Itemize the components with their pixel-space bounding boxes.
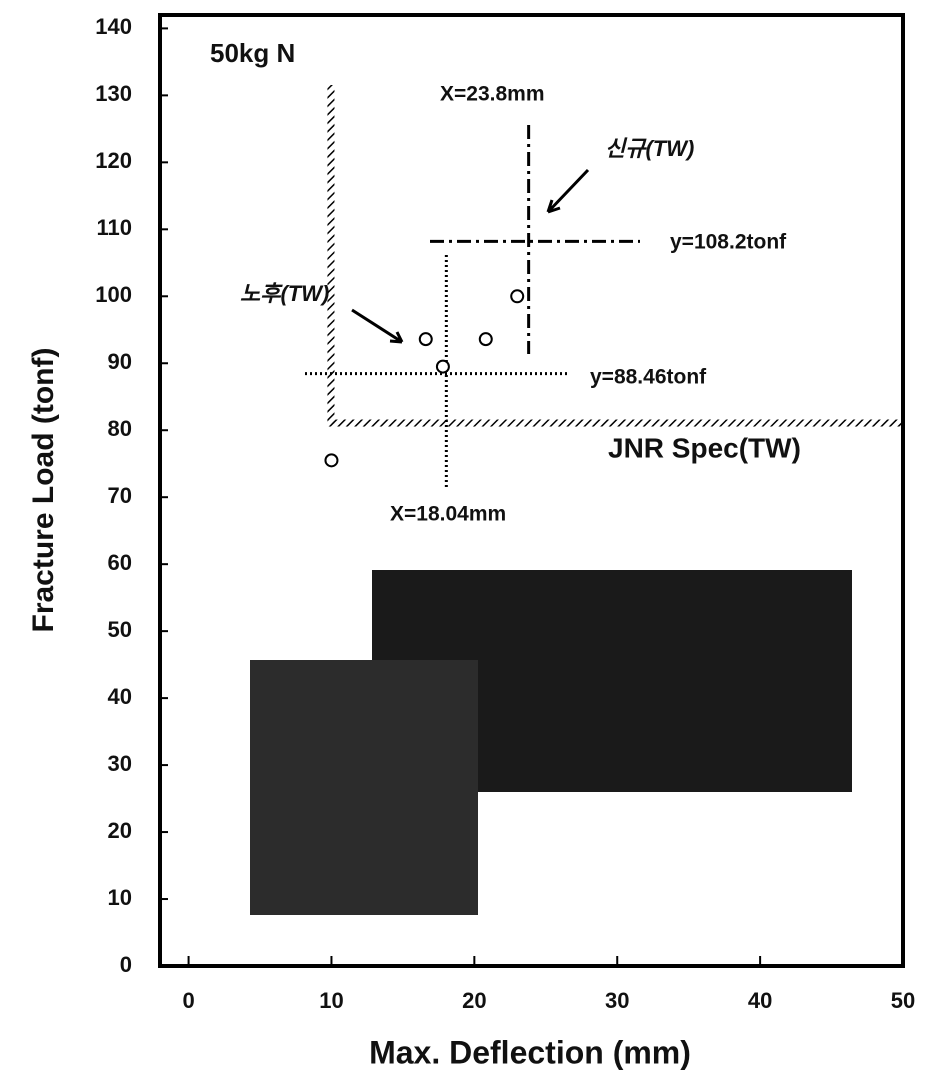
- spec-line: [327, 419, 901, 427]
- spec-line: [327, 85, 335, 424]
- plot-frame: [158, 13, 905, 968]
- x-tick-label: 40: [748, 988, 772, 1013]
- point: [510, 289, 525, 304]
- chart-title: 50kg N: [210, 38, 295, 68]
- reference-label: y=108.2tonf: [670, 231, 787, 254]
- y-tick-label: 70: [108, 483, 132, 508]
- reference-label: X=18.04mm: [390, 503, 506, 526]
- point: [435, 359, 450, 374]
- y-tick-label: 0: [120, 952, 132, 977]
- arrow: [546, 168, 590, 214]
- y-tick-label: 50: [108, 617, 132, 642]
- y-tick-label: 90: [108, 349, 132, 374]
- point: [324, 453, 339, 468]
- photo: [250, 660, 478, 915]
- spec-label: JNR Spec(TW): [608, 432, 801, 463]
- x-tick-label: 10: [319, 988, 343, 1013]
- x-axis-label: Max. Deflection (mm): [369, 1034, 691, 1070]
- reference-label: y=88.46tonf: [590, 366, 707, 389]
- y-tick-label: 30: [108, 751, 132, 776]
- y-tick-label: 40: [108, 684, 132, 709]
- y-tick-label: 20: [108, 818, 132, 843]
- y-tick-label: 100: [95, 282, 132, 307]
- annotation: 신규(TW): [605, 136, 694, 161]
- y-axis-label: Fracture Load (tonf): [27, 348, 60, 633]
- y-tick-label: 110: [97, 215, 133, 240]
- y-tick-label: 130: [95, 81, 132, 106]
- y-tick-label: 60: [108, 550, 132, 575]
- annotation: 노후(TW): [240, 281, 329, 306]
- point: [478, 332, 493, 347]
- y-tick-label: 80: [108, 416, 132, 441]
- x-tick-label: 20: [462, 988, 486, 1013]
- y-tick-label: 120: [95, 148, 132, 173]
- arrow: [351, 308, 404, 344]
- y-tick-label: 140: [95, 14, 132, 39]
- y-tick-label: 10: [108, 885, 132, 910]
- point: [418, 332, 433, 347]
- reference-label: X=23.8mm: [440, 83, 545, 106]
- x-tick-label: 0: [182, 988, 194, 1013]
- x-tick-label: 30: [605, 988, 629, 1013]
- x-tick-label: 50: [891, 988, 915, 1013]
